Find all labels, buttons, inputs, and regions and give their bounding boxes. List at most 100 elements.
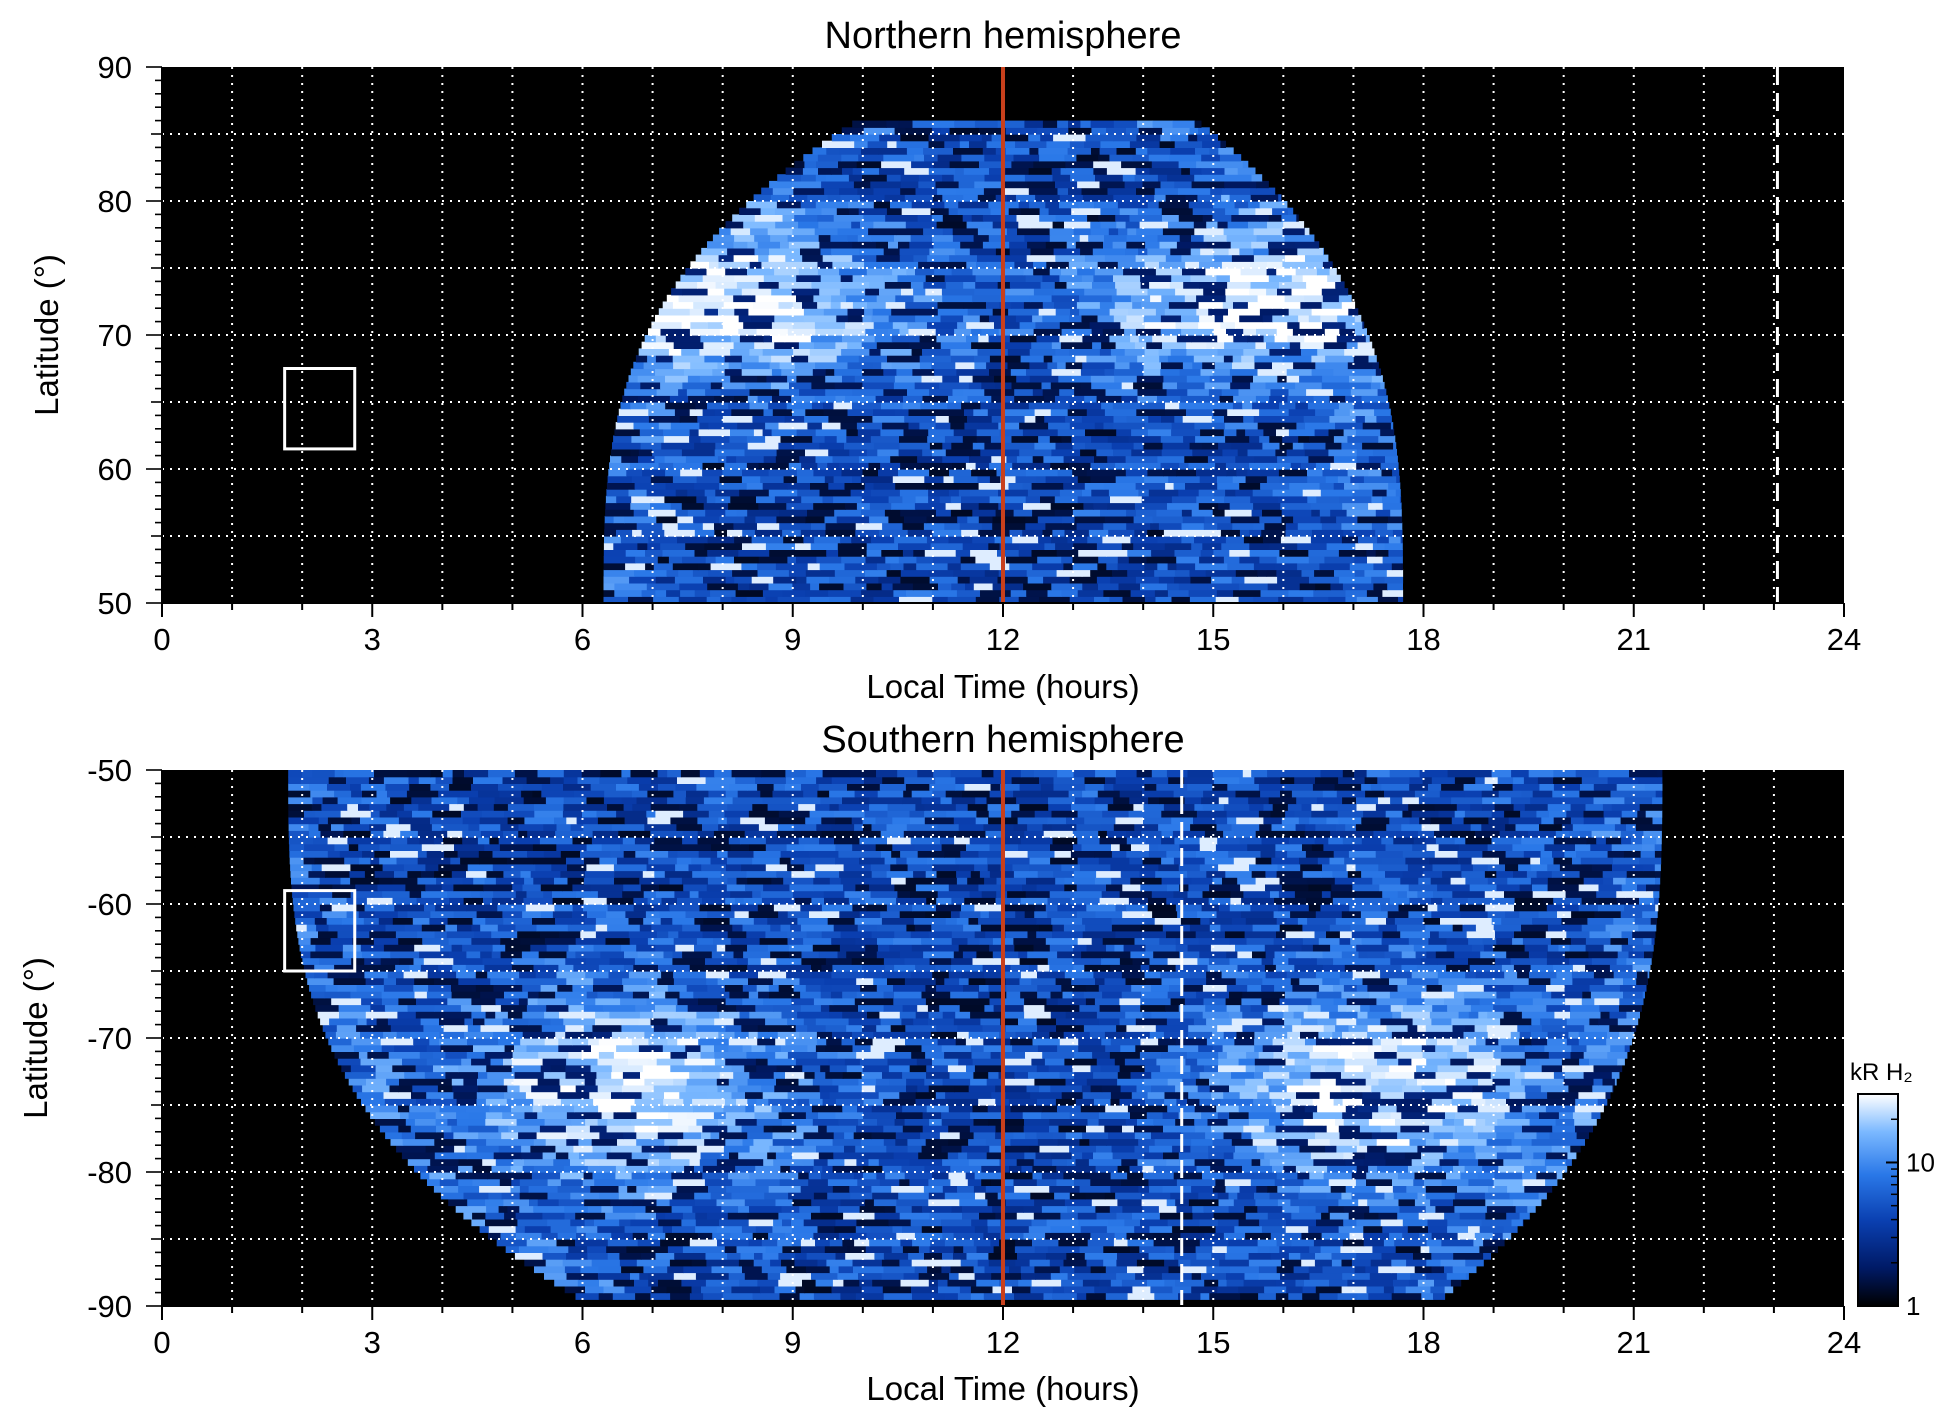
heatmap-cell: [1486, 1205, 1517, 1213]
heatmap-cell: [687, 489, 706, 497]
heatmap-cell: [1395, 1118, 1423, 1126]
heatmap-cell: [1195, 1125, 1212, 1133]
heatmap-cell: [1382, 1225, 1409, 1233]
heatmap-cell: [766, 375, 788, 383]
heatmap-cell: [1328, 428, 1345, 437]
heatmap-cell: [1037, 127, 1069, 135]
heatmap-cell: [1050, 1084, 1083, 1093]
heatmap-cell: [855, 522, 883, 530]
heatmap-cell: [806, 576, 830, 584]
heatmap-cell: [957, 576, 971, 584]
heatmap-cell: [981, 522, 993, 530]
heatmap-cell: [973, 1118, 989, 1126]
heatmap-cell: [1285, 1058, 1296, 1066]
heatmap-cell: [1126, 127, 1140, 135]
heatmap-cell: [1351, 1259, 1372, 1267]
heatmap-cell: [650, 502, 672, 510]
heatmap-cell: [660, 1105, 694, 1113]
heatmap-cell: [781, 368, 814, 376]
heatmap-cell: [831, 167, 843, 175]
heatmap-cell: [1450, 1279, 1462, 1287]
heatmap-cell: [1091, 435, 1109, 443]
heatmap-cell: [1198, 127, 1210, 135]
heatmap-cell: [529, 1198, 539, 1207]
heatmap-cell: [1407, 1225, 1429, 1233]
heatmap-cell: [402, 1058, 428, 1066]
heatmap-cell: [1229, 502, 1254, 510]
heatmap-cell: [578, 1138, 593, 1146]
heatmap-cell: [982, 214, 1002, 222]
heatmap-cell: [950, 509, 973, 517]
heatmap-cell: [774, 268, 800, 276]
heatmap-cell: [1133, 515, 1154, 524]
heatmap-cell: [888, 314, 916, 323]
heatmap-cell: [388, 1051, 421, 1059]
heatmap-cell: [603, 549, 627, 557]
heatmap-cell: [1345, 321, 1363, 329]
heatmap-cell: [1329, 268, 1337, 276]
heatmap-cell: [518, 1131, 538, 1140]
heatmap-cell: [1034, 408, 1052, 416]
heatmap-cell: [892, 268, 907, 276]
heatmap-cell: [1402, 1218, 1429, 1227]
heatmap-cell: [1302, 1292, 1320, 1300]
heatmap-cell: [1114, 301, 1133, 309]
heatmap-cell: [1287, 1051, 1311, 1059]
heatmap-cell: [635, 1212, 657, 1220]
heatmap-cell: [1328, 448, 1358, 457]
heatmap-cell: [1468, 1178, 1495, 1186]
heatmap-cell: [658, 422, 672, 430]
heatmap-cell: [435, 1111, 457, 1119]
heatmap-cell: [1153, 1118, 1176, 1126]
heatmap-cell: [1132, 1285, 1152, 1294]
heatmap-cell: [1305, 1058, 1328, 1066]
heatmap-cell: [397, 1011, 417, 1019]
heatmap-cell: [865, 1245, 893, 1253]
heatmap-cell: [1305, 422, 1336, 430]
heatmap-cell: [1323, 1172, 1353, 1180]
heatmap-cell: [670, 422, 700, 430]
heatmap-cell: [1485, 1038, 1499, 1046]
heatmap-cell: [618, 408, 649, 416]
north-overlays: [283, 67, 1779, 603]
heatmap-cell: [1372, 361, 1379, 370]
heatmap-cell: [1000, 1218, 1033, 1227]
heatmap-cell: [1524, 1051, 1550, 1059]
heatmap-cell: [872, 308, 892, 316]
heatmap-cell: [1253, 375, 1278, 383]
heatmap-cell: [1178, 1111, 1202, 1119]
heatmap-cell: [626, 469, 643, 477]
heatmap-cell: [730, 1232, 754, 1240]
heatmap-cell: [1406, 1185, 1427, 1193]
heatmap-cell: [1104, 408, 1137, 416]
heatmap-cell: [1135, 1272, 1163, 1280]
heatmap-cell: [827, 1192, 851, 1200]
heatmap-cell: [689, 408, 704, 416]
heatmap-cell: [622, 1071, 641, 1079]
heatmap-cell: [930, 207, 950, 215]
heatmap-cell: [901, 288, 914, 296]
heatmap-cell: [778, 281, 812, 289]
heatmap-cell: [1095, 1165, 1119, 1173]
heatmap-cell: [745, 1091, 764, 1099]
heatmap-cell: [1243, 415, 1255, 423]
heatmap-cell: [705, 1279, 728, 1287]
heatmap-cell: [1117, 1198, 1143, 1207]
heatmap-cell: [1368, 455, 1386, 463]
heatmap-cell: [1498, 1165, 1525, 1173]
heatmap-cell: [545, 1138, 567, 1146]
heatmap-cell: [683, 1265, 713, 1274]
heatmap-cell: [985, 1185, 1015, 1193]
heatmap-cell: [942, 442, 952, 450]
heatmap-cell: [1178, 1151, 1209, 1160]
heatmap-cell: [1140, 274, 1172, 282]
heatmap-cell: [695, 1225, 718, 1233]
heatmap-cell: [671, 1205, 693, 1213]
heatmap-cell: [1258, 1265, 1278, 1274]
heatmap-cell: [1077, 1212, 1098, 1220]
heatmap-cell: [738, 328, 758, 336]
heatmap-cell: [853, 1265, 885, 1274]
heatmap-cell: [928, 167, 956, 175]
heatmap-cell: [1311, 509, 1321, 517]
heatmap-cell: [1262, 1044, 1284, 1052]
